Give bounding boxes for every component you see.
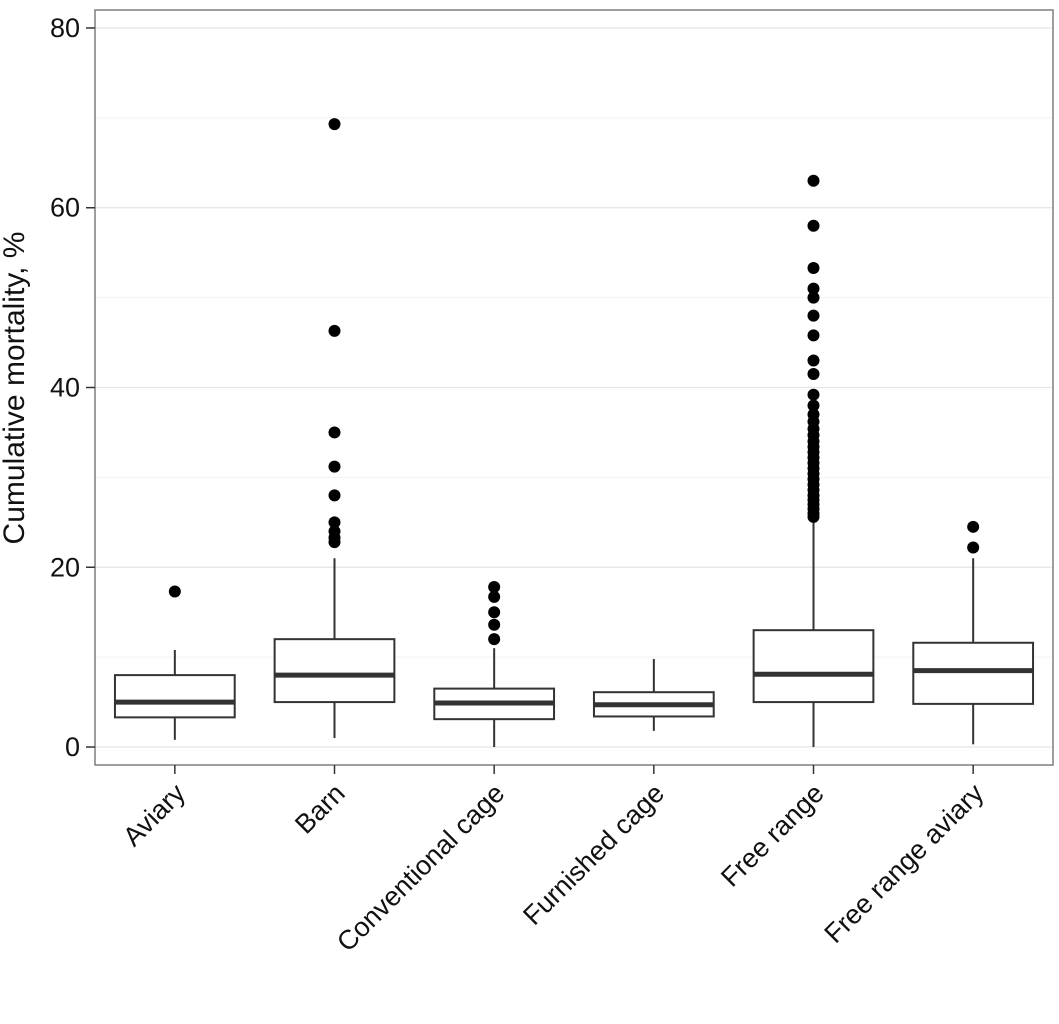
outlier-point — [328, 426, 341, 439]
y-tick-label: 0 — [65, 732, 80, 762]
outlier-point — [168, 585, 181, 598]
outlier-point — [967, 520, 980, 533]
box — [912, 641, 1035, 705]
outlier-point — [807, 261, 820, 274]
box-group — [113, 585, 236, 740]
outlier-point — [328, 489, 341, 502]
y-axis-title: Cumulative mortality, % — [0, 232, 31, 545]
box-group — [592, 658, 715, 731]
outlier-point — [807, 354, 820, 367]
x-tick-label: Aviary — [117, 778, 191, 852]
outlier-point — [807, 282, 820, 295]
outlier-point — [807, 174, 820, 187]
y-tick-label: 80 — [50, 13, 80, 43]
y-axis: 0 20 40 60 80 — [50, 13, 95, 762]
box-group — [912, 520, 1035, 745]
outlier-point — [328, 118, 341, 131]
outlier-point — [488, 581, 501, 594]
y-tick-label: 40 — [50, 373, 80, 403]
box — [273, 638, 396, 704]
x-tick-label: Free range aviary — [819, 778, 990, 949]
outlier-point — [807, 388, 820, 401]
outlier-point — [328, 460, 341, 473]
outlier-point — [488, 618, 501, 631]
outlier-point — [488, 633, 501, 646]
outlier-point — [807, 408, 820, 421]
box — [113, 674, 236, 719]
outlier-point — [488, 590, 501, 603]
box-group — [273, 118, 396, 739]
outlier-point — [488, 606, 501, 619]
y-tick-label: 60 — [50, 193, 80, 223]
outlier-point — [807, 309, 820, 322]
x-tick-label: Barn — [289, 778, 351, 840]
box-group — [752, 174, 875, 748]
outlier-point — [807, 399, 820, 412]
x-tick-label: Furnished cage — [517, 778, 670, 931]
outlier-point — [807, 329, 820, 342]
outlier-point — [328, 516, 341, 529]
outlier-point — [807, 368, 820, 381]
outlier-point — [807, 219, 820, 232]
outlier-point — [967, 541, 980, 554]
outlier-point — [328, 324, 341, 337]
outlier-point — [807, 291, 820, 304]
y-tick-label: 20 — [50, 552, 80, 582]
outlier-point — [328, 525, 341, 538]
box — [752, 629, 875, 704]
grid-lines — [95, 27, 1053, 748]
box-group — [433, 581, 556, 748]
x-tick-label: Conventional cage — [331, 778, 510, 957]
boxes — [113, 118, 1035, 748]
x-tick-label: Free range — [715, 778, 830, 893]
